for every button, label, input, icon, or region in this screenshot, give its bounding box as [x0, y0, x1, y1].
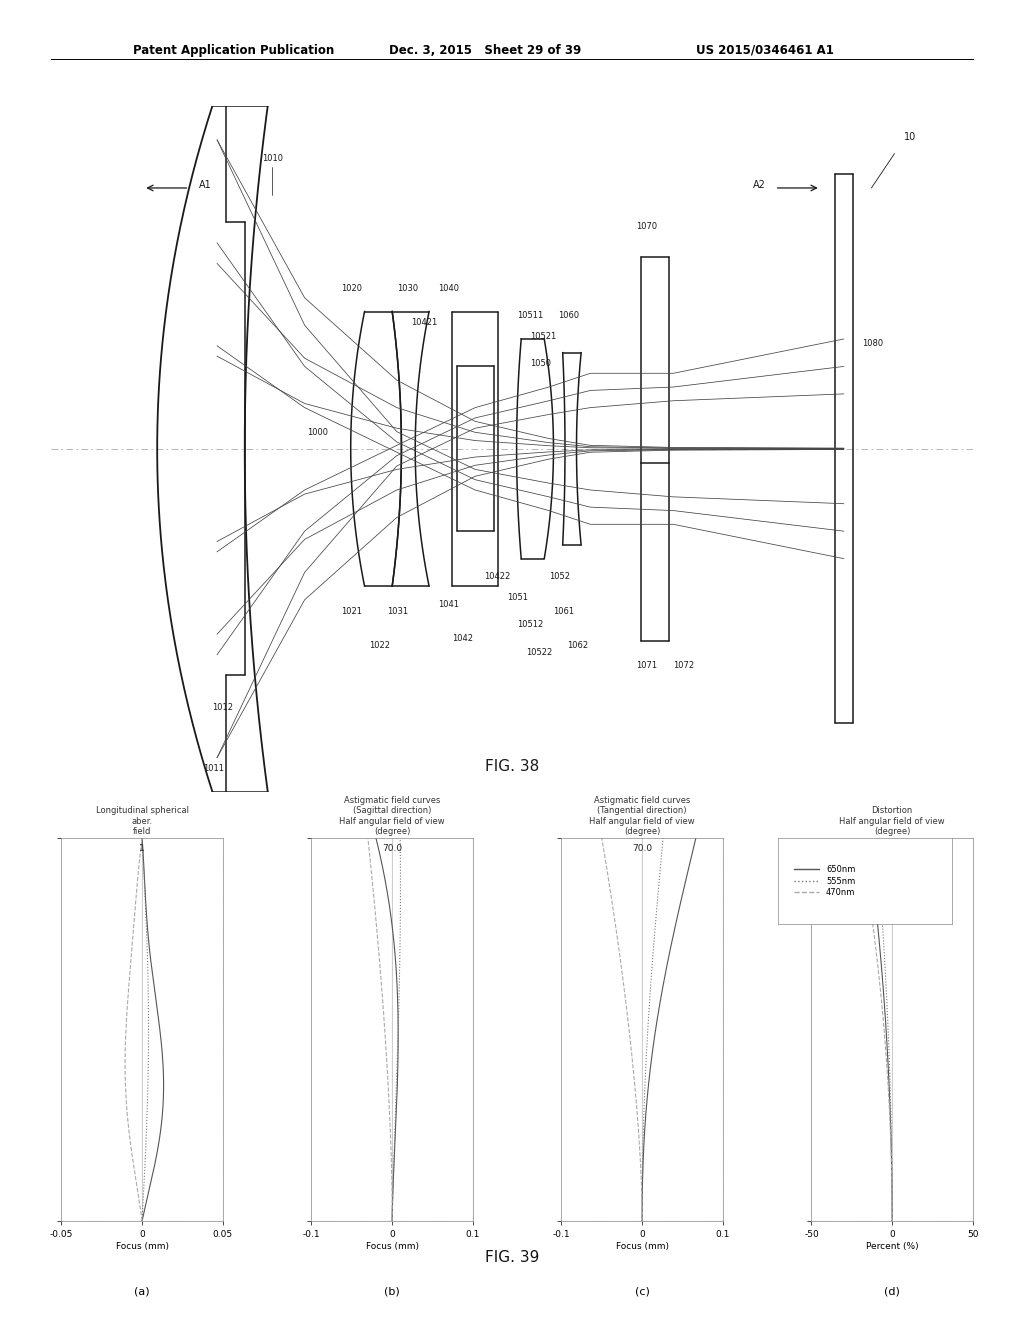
Text: 10521: 10521 [530, 331, 557, 341]
Text: 1: 1 [139, 843, 145, 853]
Text: 1071: 1071 [637, 661, 657, 671]
Text: 1050: 1050 [530, 359, 552, 368]
Text: 1012: 1012 [213, 702, 233, 711]
Text: A1: A1 [199, 180, 211, 190]
Text: 1061: 1061 [554, 606, 574, 615]
Text: 10422: 10422 [484, 572, 511, 581]
Text: 10511: 10511 [517, 312, 543, 321]
Text: US 2015/0346461 A1: US 2015/0346461 A1 [696, 44, 835, 57]
Text: (b): (b) [384, 1286, 400, 1296]
X-axis label: Focus (mm): Focus (mm) [116, 1242, 169, 1251]
Title: Longitudinal spherical
aber.
field: Longitudinal spherical aber. field [95, 807, 188, 836]
Text: 70.0: 70.0 [882, 843, 902, 853]
Text: 1010: 1010 [262, 153, 283, 162]
Text: 1021: 1021 [342, 606, 362, 615]
Text: 1000: 1000 [306, 428, 328, 437]
Text: 70.0: 70.0 [632, 843, 652, 853]
Text: 1020: 1020 [342, 284, 362, 293]
Text: (d): (d) [884, 1286, 900, 1296]
X-axis label: Focus (mm): Focus (mm) [366, 1242, 419, 1251]
Text: 1060: 1060 [558, 312, 580, 321]
Text: 1072: 1072 [674, 661, 694, 671]
X-axis label: Focus (mm): Focus (mm) [615, 1242, 669, 1251]
Text: 10522: 10522 [526, 648, 552, 657]
Text: 1051: 1051 [508, 593, 528, 602]
Text: A2: A2 [753, 180, 766, 190]
Text: 1031: 1031 [387, 606, 409, 615]
Text: 1011: 1011 [203, 764, 224, 774]
Title: Astigmatic field curves
(Tangential direction)
Half angular field of view
(degre: Astigmatic field curves (Tangential dire… [590, 796, 695, 836]
Text: FIG. 38: FIG. 38 [485, 759, 539, 775]
Text: FIG. 39: FIG. 39 [484, 1250, 540, 1265]
Text: 10421: 10421 [411, 318, 437, 327]
Text: 1030: 1030 [397, 284, 418, 293]
Text: 1040: 1040 [438, 284, 460, 293]
Text: 1022: 1022 [370, 640, 390, 649]
Title: Distortion
Half angular field of view
(degree): Distortion Half angular field of view (d… [840, 807, 945, 836]
Text: 70.0: 70.0 [382, 843, 402, 853]
Title: Astigmatic field curves
(Sagittal direction)
Half angular field of view
(degree): Astigmatic field curves (Sagittal direct… [339, 796, 444, 836]
Text: (a): (a) [134, 1286, 150, 1296]
X-axis label: Percent (%): Percent (%) [866, 1242, 919, 1251]
Text: Dec. 3, 2015   Sheet 29 of 39: Dec. 3, 2015 Sheet 29 of 39 [389, 44, 582, 57]
Text: 1041: 1041 [438, 599, 460, 609]
Text: 1062: 1062 [567, 640, 589, 649]
Text: 1042: 1042 [453, 634, 473, 643]
Text: Patent Application Publication: Patent Application Publication [133, 44, 335, 57]
Legend: 650nm, 555nm, 470nm: 650nm, 555nm, 470nm [792, 862, 859, 900]
Text: 10512: 10512 [517, 620, 543, 630]
Text: 10: 10 [904, 132, 915, 143]
Text: 1070: 1070 [637, 222, 657, 231]
Text: 1080: 1080 [862, 339, 884, 348]
Text: 1052: 1052 [549, 572, 570, 581]
Text: (c): (c) [635, 1286, 649, 1296]
